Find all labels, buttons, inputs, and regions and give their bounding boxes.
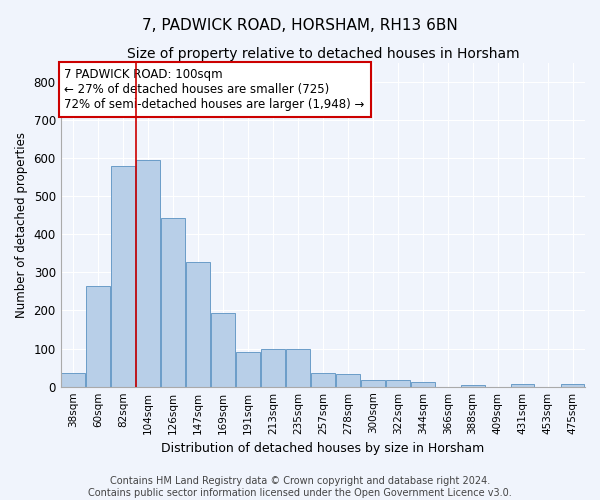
- Bar: [236, 352, 260, 386]
- Bar: [261, 348, 285, 387]
- Bar: [286, 348, 310, 387]
- Bar: [411, 382, 434, 386]
- Bar: [86, 286, 110, 386]
- Bar: [361, 380, 385, 386]
- Bar: [336, 374, 359, 386]
- Bar: [111, 166, 135, 386]
- Text: 7, PADWICK ROAD, HORSHAM, RH13 6BN: 7, PADWICK ROAD, HORSHAM, RH13 6BN: [142, 18, 458, 32]
- Title: Size of property relative to detached houses in Horsham: Size of property relative to detached ho…: [127, 48, 519, 62]
- Bar: [211, 313, 235, 386]
- Bar: [136, 160, 160, 386]
- Text: Contains HM Land Registry data © Crown copyright and database right 2024.
Contai: Contains HM Land Registry data © Crown c…: [88, 476, 512, 498]
- Text: 7 PADWICK ROAD: 100sqm
← 27% of detached houses are smaller (725)
72% of semi-de: 7 PADWICK ROAD: 100sqm ← 27% of detached…: [64, 68, 365, 112]
- Bar: [461, 385, 485, 386]
- Bar: [386, 380, 410, 386]
- Bar: [61, 374, 85, 386]
- Bar: [560, 384, 584, 386]
- Bar: [186, 262, 210, 386]
- Bar: [161, 218, 185, 386]
- Bar: [311, 374, 335, 386]
- X-axis label: Distribution of detached houses by size in Horsham: Distribution of detached houses by size …: [161, 442, 484, 455]
- Bar: [511, 384, 535, 386]
- Y-axis label: Number of detached properties: Number of detached properties: [15, 132, 28, 318]
